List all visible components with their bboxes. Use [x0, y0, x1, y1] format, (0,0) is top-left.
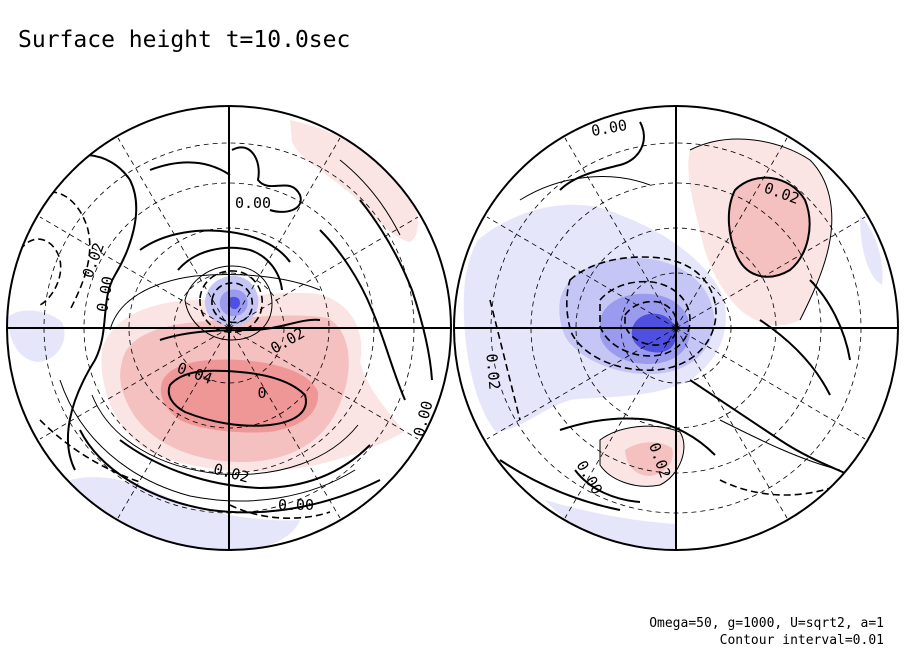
left-contour-label: 0.00 [93, 275, 117, 314]
right-thin-contours [519, 138, 841, 487]
left-contour-label: 0.00 [278, 496, 314, 514]
right-contour-label: 0.00 [590, 116, 629, 140]
right-contour-labels: 0.000.020.020.020.00 [482, 116, 801, 498]
left-negative-core [228, 296, 240, 310]
left-negative-light-south [70, 477, 300, 550]
right-hemisphere-outline [453, 105, 899, 551]
left-solid-contours [29, 146, 433, 514]
left-contour-label: 0 [257, 384, 266, 402]
left-contour-label: 0.02 [79, 240, 108, 280]
left-contour-label: 0.00 [235, 194, 271, 212]
right-negative-light-south [545, 500, 676, 550]
left-positive-light-ne [290, 120, 418, 242]
right-positive-mid-sw [625, 442, 673, 476]
right-solid-contours [499, 121, 861, 511]
right-hemisphere: 0.000.020.020.020.00 [453, 105, 899, 551]
contour-interval-text: Contour interval=0.01 [720, 633, 884, 648]
left-thin-contours [59, 159, 401, 502]
right-contour-label: 0.02 [482, 353, 503, 391]
parameters-text: Omega=50, g=1000, U=sqrt2, a=1 [649, 616, 884, 631]
right-negative-light-east [860, 215, 883, 285]
left-negative-light-west [7, 310, 65, 362]
left-hemisphere-outline [6, 105, 452, 551]
chart-title: Surface height t=10.0sec [18, 27, 350, 53]
